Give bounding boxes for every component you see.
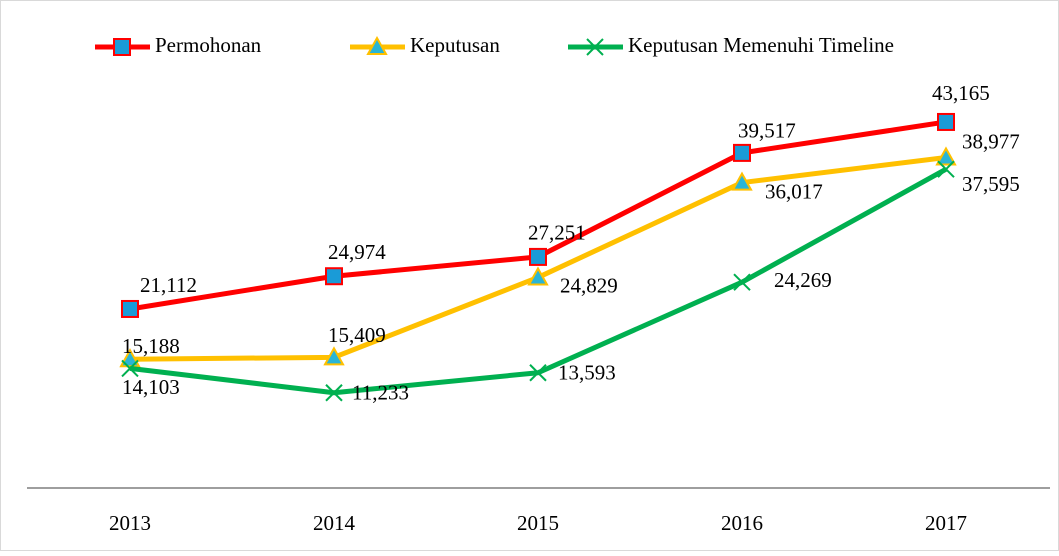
data-label: 27,251 (528, 221, 586, 245)
marker (527, 266, 549, 286)
marker (733, 143, 751, 162)
x-tick-label: 2017 (925, 511, 967, 535)
marker (937, 112, 955, 131)
data-label: 13,593 (558, 361, 616, 385)
data-label: 43,165 (932, 81, 990, 105)
marker (121, 359, 139, 378)
data-label: 15,188 (122, 334, 180, 358)
data-label: 39,517 (738, 119, 796, 143)
data-label: 36,017 (765, 179, 823, 203)
x-tick-label: 2015 (517, 511, 559, 535)
legend-label: Keputusan (410, 33, 500, 57)
marker (119, 348, 141, 368)
legend-label: Permohonan (155, 33, 262, 57)
legend-marker (113, 38, 131, 56)
marker (325, 384, 343, 402)
marker (323, 346, 345, 366)
marker (937, 160, 955, 178)
x-tick-label: 2013 (109, 511, 151, 535)
legend-label: Keputusan Memenuhi Timeline (628, 33, 894, 57)
data-label: 24,974 (328, 240, 386, 264)
x-tick-label: 2016 (721, 511, 763, 535)
data-label: 24,269 (774, 268, 832, 292)
marker (733, 273, 751, 291)
marker (935, 146, 957, 166)
data-label: 14,103 (122, 375, 180, 399)
marker (529, 247, 547, 266)
data-label: 11,233 (352, 381, 409, 405)
data-label: 38,977 (962, 129, 1020, 153)
marker (325, 267, 343, 286)
data-label: 37,595 (962, 172, 1020, 196)
marker (121, 299, 139, 318)
data-label: 15,409 (328, 323, 386, 347)
data-label: 21,112 (140, 273, 197, 297)
legend-marker (366, 35, 388, 55)
legend-marker (586, 38, 604, 56)
marker (529, 364, 547, 382)
x-tick-label: 2014 (313, 511, 356, 535)
marker (731, 171, 753, 191)
data-label: 24,829 (560, 273, 618, 297)
